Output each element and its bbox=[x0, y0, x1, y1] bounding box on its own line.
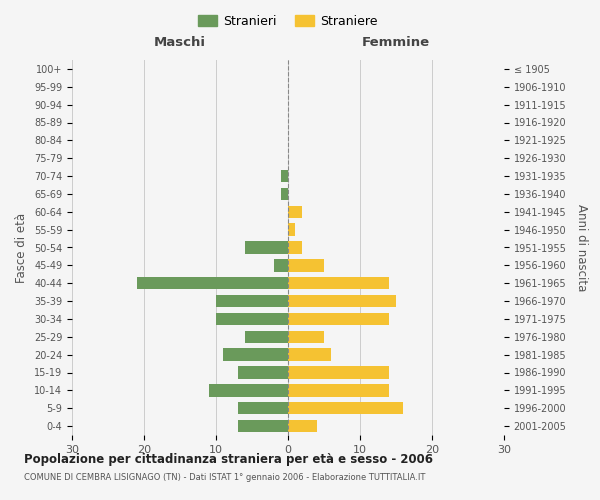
Bar bbox=[288, 420, 317, 432]
Bar bbox=[238, 420, 288, 432]
Bar bbox=[288, 206, 302, 218]
Bar bbox=[288, 277, 389, 289]
Bar bbox=[288, 312, 389, 325]
Bar bbox=[288, 242, 302, 254]
Bar bbox=[288, 295, 396, 308]
Text: Maschi: Maschi bbox=[154, 36, 206, 49]
Bar bbox=[274, 259, 288, 272]
Y-axis label: Fasce di età: Fasce di età bbox=[16, 212, 28, 282]
Bar bbox=[288, 348, 331, 361]
Text: Popolazione per cittadinanza straniera per età e sesso - 2006: Popolazione per cittadinanza straniera p… bbox=[24, 452, 433, 466]
Bar bbox=[288, 259, 324, 272]
Bar bbox=[137, 277, 288, 289]
Bar bbox=[238, 366, 288, 379]
Bar bbox=[281, 170, 288, 182]
Legend: Stranieri, Straniere: Stranieri, Straniere bbox=[194, 11, 382, 32]
Text: Femmine: Femmine bbox=[362, 36, 430, 49]
Bar bbox=[245, 330, 288, 343]
Bar bbox=[245, 242, 288, 254]
Bar bbox=[209, 384, 288, 396]
Bar bbox=[288, 224, 295, 236]
Bar bbox=[223, 348, 288, 361]
Y-axis label: Anni di nascita: Anni di nascita bbox=[575, 204, 588, 291]
Bar bbox=[288, 384, 389, 396]
Bar bbox=[238, 402, 288, 414]
Bar bbox=[288, 402, 403, 414]
Bar bbox=[288, 330, 324, 343]
Bar bbox=[216, 312, 288, 325]
Bar bbox=[216, 295, 288, 308]
Text: COMUNE DI CEMBRA LISIGNAGO (TN) - Dati ISTAT 1° gennaio 2006 - Elaborazione TUTT: COMUNE DI CEMBRA LISIGNAGO (TN) - Dati I… bbox=[24, 472, 425, 482]
Bar bbox=[288, 366, 389, 379]
Bar bbox=[281, 188, 288, 200]
